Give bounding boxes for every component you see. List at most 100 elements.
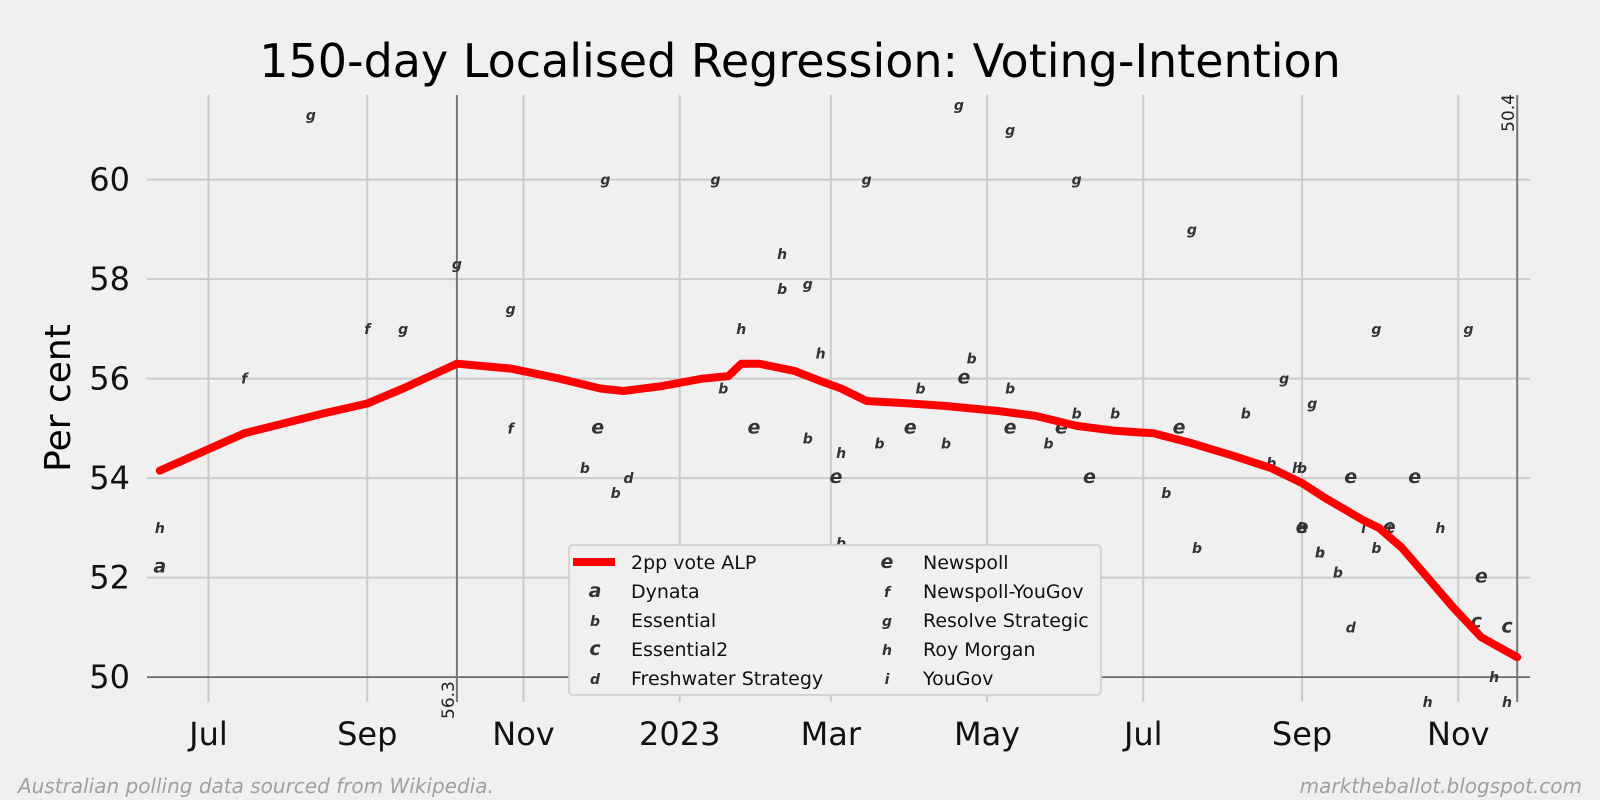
chart-title: 150-day Localised Regression: Voting-Int… bbox=[259, 34, 1341, 88]
y-axis-ticks: 50 52 54 56 58 60 bbox=[89, 161, 130, 697]
y-axis-label: Per cent bbox=[38, 324, 79, 472]
poll-point-e: e bbox=[1083, 466, 1096, 488]
poll-point-h: h bbox=[836, 446, 846, 462]
legend-marker: f bbox=[884, 585, 892, 601]
x-tick-label: Jul bbox=[1122, 715, 1163, 753]
poll-point-b: b bbox=[941, 436, 951, 452]
poll-point-g: g bbox=[452, 257, 462, 273]
poll-point-f: f bbox=[508, 421, 516, 437]
poll-point-b: b bbox=[1043, 436, 1053, 452]
y-tick-label: 56 bbox=[89, 360, 130, 398]
poll-point-g: g bbox=[803, 277, 813, 293]
poll-point-g: g bbox=[862, 173, 872, 189]
poll-points: abbbbbbbbbbbbbbbbbbbbbbbccdddeeeeeeeeeee… bbox=[153, 98, 1513, 711]
vertical-marker-label: 50.4 bbox=[1499, 94, 1519, 132]
poll-point-e: e bbox=[1004, 416, 1017, 438]
poll-point-e: e bbox=[591, 416, 604, 438]
legend-marker: a bbox=[589, 580, 602, 602]
legend: 2pp vote ALP a Dynata b Essential c Essential2… bbox=[568, 544, 1102, 696]
poll-point-f: f bbox=[364, 322, 372, 338]
poll-point-d: d bbox=[1346, 620, 1357, 636]
poll-point-g: g bbox=[506, 302, 516, 318]
poll-point-h: h bbox=[1423, 695, 1433, 711]
legend-marker: h bbox=[882, 643, 892, 659]
poll-point-b: b bbox=[836, 536, 846, 552]
poll-point-d: d bbox=[623, 471, 634, 487]
poll-point-b: b bbox=[718, 382, 728, 398]
x-tick-label: Mar bbox=[801, 715, 862, 753]
poll-point-c: c bbox=[1501, 615, 1513, 637]
legend-marker: i bbox=[885, 672, 890, 688]
x-tick-label: May bbox=[954, 715, 1020, 753]
poll-point-h: h bbox=[1292, 461, 1302, 477]
poll-point-e: e bbox=[1408, 466, 1421, 488]
poll-point-i: i bbox=[1387, 521, 1392, 537]
poll-point-h: h bbox=[777, 247, 787, 263]
poll-point-b: b bbox=[1110, 406, 1120, 422]
poll-point-b: b bbox=[1161, 486, 1171, 502]
poll-point-g: g bbox=[954, 98, 964, 114]
poll-point-b: b bbox=[777, 282, 787, 298]
poll-point-b: b bbox=[1315, 546, 1325, 562]
x-axis-ticks: Jul Sep Nov 2023 Mar May Jul Sep Nov bbox=[187, 715, 1489, 753]
legend-label: Freshwater Strategy bbox=[631, 668, 823, 690]
poll-point-e: e bbox=[1475, 566, 1488, 588]
poll-point-b: b bbox=[1297, 461, 1307, 477]
poll-point-g: g bbox=[600, 173, 610, 189]
poll-point-h: h bbox=[816, 347, 826, 363]
poll-point-e: e bbox=[748, 416, 761, 438]
poll-point-f: f bbox=[241, 372, 249, 388]
legend-marker: e bbox=[881, 551, 894, 573]
poll-point-b: b bbox=[1072, 406, 1082, 422]
x-tick-label: Nov bbox=[1427, 715, 1489, 753]
y-tick-label: 50 bbox=[89, 658, 130, 696]
trend-line-alp bbox=[155, 359, 1522, 662]
poll-point-h: h bbox=[1502, 695, 1512, 711]
poll-point-g: g bbox=[1072, 173, 1082, 189]
footer-source: Australian polling data sourced from Wik… bbox=[18, 774, 494, 798]
legend-label: Newspoll-YouGov bbox=[923, 581, 1084, 603]
legend-label: 2pp vote ALP bbox=[631, 552, 756, 574]
poll-point-b: b bbox=[1005, 382, 1015, 398]
poll-point-g: g bbox=[398, 322, 408, 338]
poll-point-e: e bbox=[958, 367, 971, 389]
legend-label: Roy Morgan bbox=[923, 639, 1036, 661]
poll-point-e: e bbox=[829, 466, 842, 488]
poll-point-b: b bbox=[1241, 406, 1251, 422]
poll-point-b: b bbox=[874, 436, 884, 452]
poll-point-h: h bbox=[155, 521, 165, 537]
legend-marker: b bbox=[590, 614, 600, 630]
poll-point-b: b bbox=[1192, 541, 1202, 557]
legend-label: Essential bbox=[631, 610, 716, 632]
poll-point-h: h bbox=[1315, 546, 1325, 562]
poll-point-e: e bbox=[904, 416, 917, 438]
grid bbox=[147, 95, 1530, 702]
poll-point-g: g bbox=[1005, 123, 1015, 139]
legend-label: YouGov bbox=[922, 668, 993, 690]
poll-point-h: h bbox=[1435, 521, 1445, 537]
poll-point-g: g bbox=[1307, 396, 1317, 412]
poll-point-g: g bbox=[711, 173, 721, 189]
legend-label: Newspoll bbox=[923, 552, 1009, 574]
trend-line bbox=[155, 359, 1522, 662]
poll-point-i: i bbox=[1361, 521, 1366, 537]
poll-point-a: a bbox=[153, 556, 166, 578]
poll-point-b: b bbox=[1333, 566, 1343, 582]
legend-marker: g bbox=[882, 614, 892, 630]
poll-point-b: b bbox=[803, 431, 813, 447]
poll-point-b: b bbox=[1297, 521, 1307, 537]
poll-point-g: g bbox=[1187, 222, 1197, 238]
legend-marker: d bbox=[590, 672, 601, 688]
vertical-marker-label: 56.3 bbox=[439, 681, 459, 719]
legend-box bbox=[568, 544, 1102, 696]
x-tick-label: Jul bbox=[187, 715, 228, 753]
y-tick-label: 52 bbox=[89, 559, 130, 597]
legend-label: Essential2 bbox=[631, 639, 728, 661]
footer-site: marktheballot.blogspot.com bbox=[1299, 774, 1582, 798]
poll-point-e: e bbox=[1296, 516, 1309, 538]
poll-point-b: b bbox=[611, 486, 621, 502]
x-tick-label: Sep bbox=[337, 715, 397, 753]
poll-point-g: g bbox=[1371, 322, 1381, 338]
y-tick-label: 60 bbox=[89, 161, 130, 199]
